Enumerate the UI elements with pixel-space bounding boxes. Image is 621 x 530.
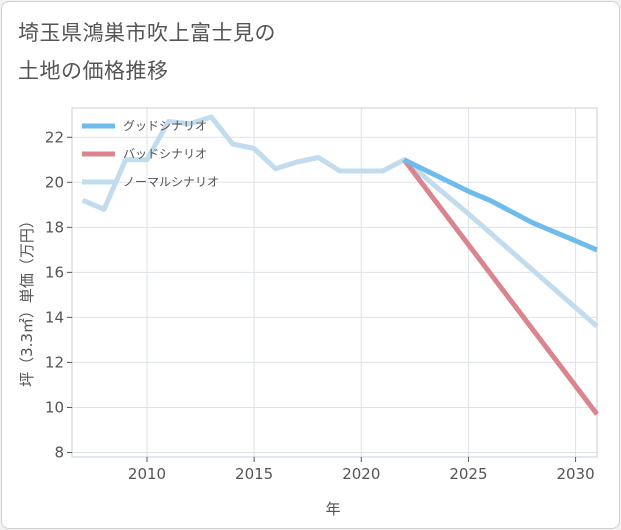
x-tick-label: 2010 (128, 465, 166, 483)
series-line-3 (81, 114, 599, 329)
y-tick-label: 16 (45, 263, 64, 281)
x-tick-label: 2030 (556, 465, 594, 483)
title-line-1: 埼玉県鴻巣市吹上富士見の (18, 21, 276, 45)
chart-title: 埼玉県鴻巣市吹上富士見の 土地の価格推移 (18, 14, 438, 90)
y-tick-label: 10 (45, 398, 64, 416)
y-tick-label: 18 (45, 218, 64, 236)
y-tick-label: 22 (45, 128, 64, 146)
legend-label: バッドシナリオ (123, 147, 207, 161)
y-tick-label: 8 (54, 443, 64, 461)
y-axis-title: 坪（3.3㎡）単価（万円） (18, 213, 36, 387)
x-axis-title: 年 (325, 500, 340, 518)
series-lines (81, 114, 599, 416)
title-line-2: 土地の価格推移 (18, 59, 169, 83)
x-tick-label: 2015 (235, 465, 273, 483)
y-tick-label: 14 (45, 308, 64, 326)
legend-label: グッドシナリオ (123, 119, 207, 133)
x-tick-label: 2025 (449, 465, 487, 483)
legend-label: ノーマルシナリオ (123, 175, 219, 189)
series-line-2 (402, 158, 599, 416)
grid-lines (72, 108, 597, 457)
x-tick-label: 2020 (342, 465, 380, 483)
x-axis-ticks: 2010 2015 2020 2025 2030 (128, 457, 595, 483)
plot-area (71, 107, 598, 458)
y-tick-label: 20 (45, 173, 64, 191)
y-tick-label: 12 (45, 353, 64, 371)
plot-frame (71, 107, 598, 458)
y-axis-ticks: 8 10 12 14 16 18 20 22 (45, 128, 72, 461)
series-line-1 (403, 157, 598, 253)
